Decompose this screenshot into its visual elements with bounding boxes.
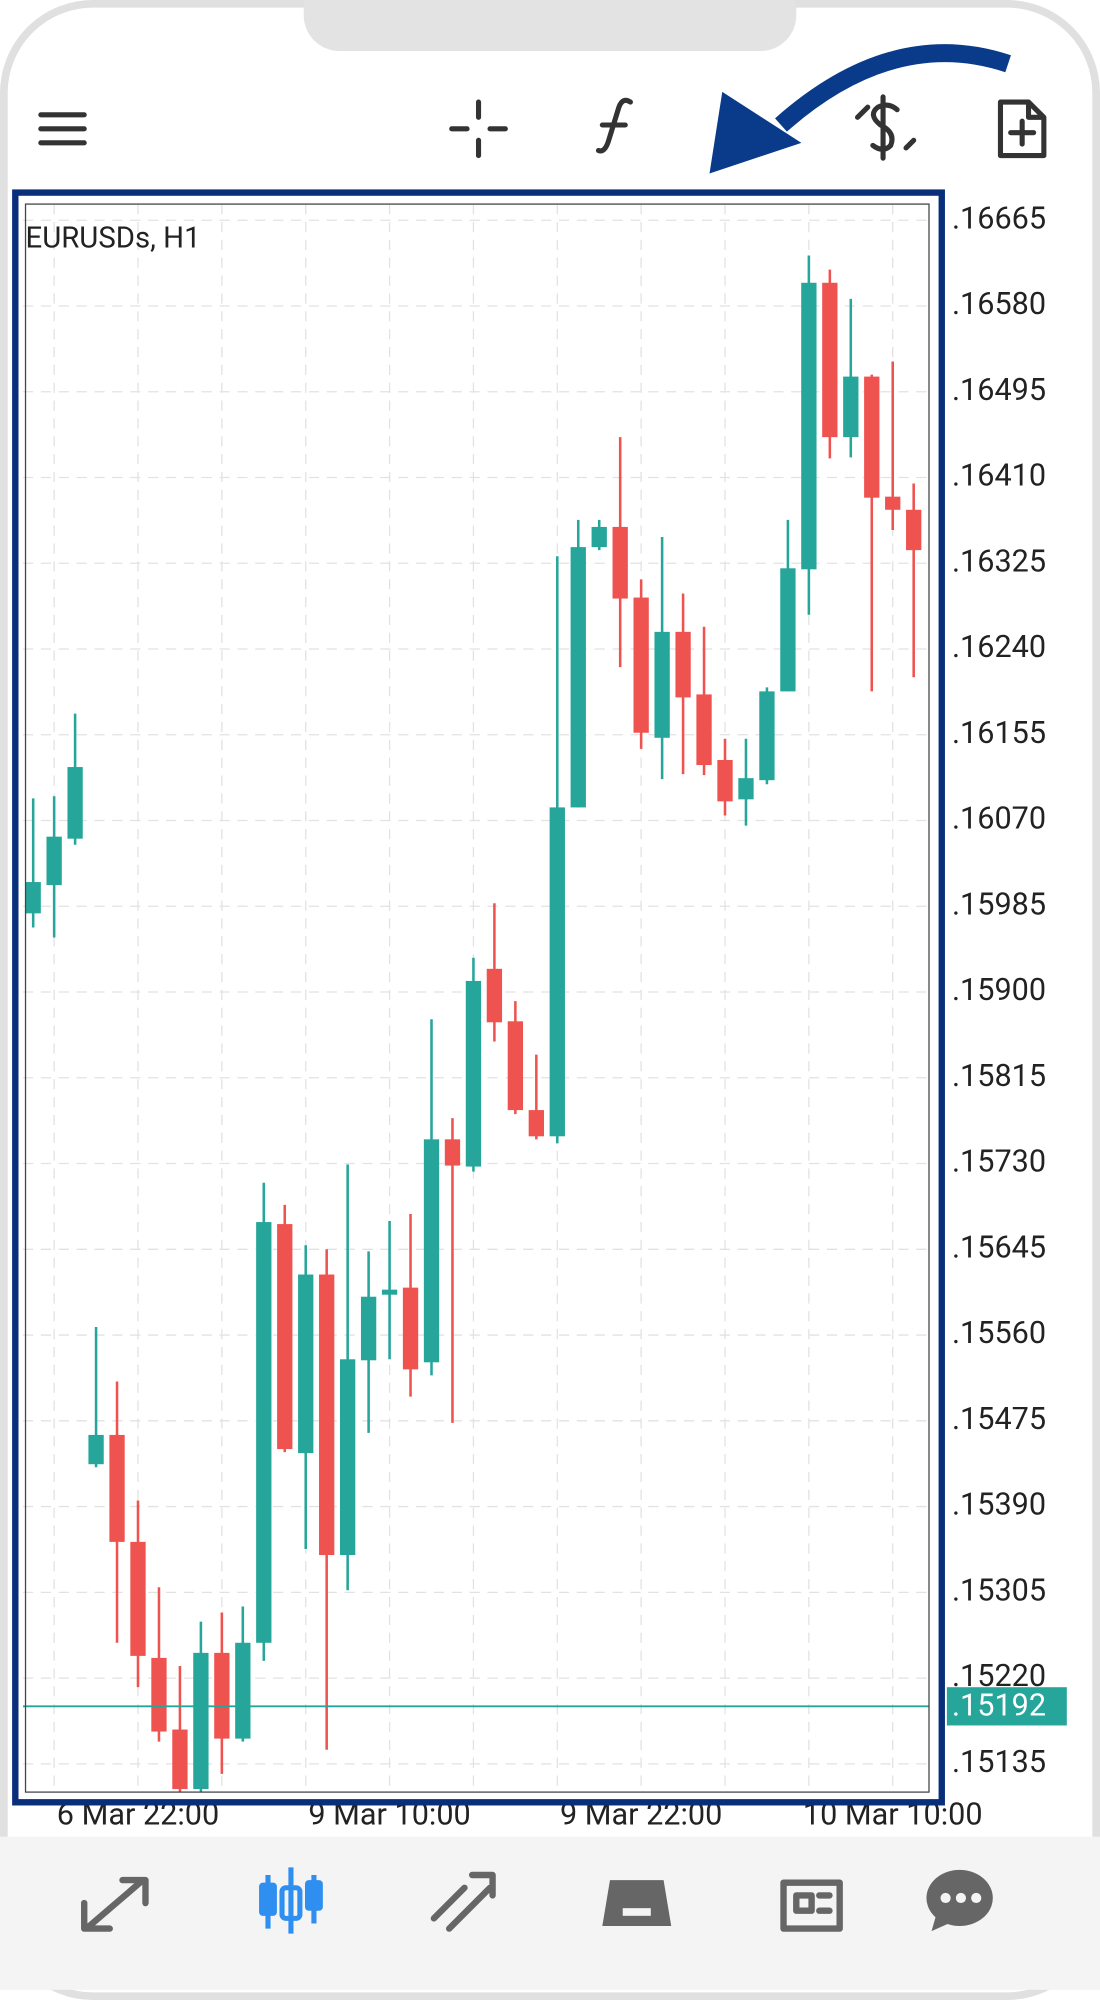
candle-body [612, 526, 628, 599]
highlight-frame [12, 189, 945, 1806]
candle-body [759, 691, 775, 781]
candle-body [67, 767, 83, 839]
y-tick-label: .16665 [952, 201, 1046, 236]
candle-body [696, 694, 712, 766]
y-tick-label: .16410 [952, 459, 1046, 494]
notch [303, 0, 797, 52]
candle-body [277, 1224, 293, 1450]
candle-body [885, 496, 901, 510]
candle-body [801, 282, 817, 570]
candle-body [486, 968, 503, 1023]
y-tick-label: .15815 [952, 1059, 1046, 1094]
candle-body [423, 1139, 440, 1363]
y-tick-label: .15135 [952, 1745, 1046, 1780]
candle-body [109, 1434, 125, 1542]
candle-body [319, 1274, 335, 1556]
y-tick-label: .15900 [952, 973, 1046, 1008]
y-tick-label: .15645 [952, 1230, 1046, 1265]
candle-body [444, 1139, 461, 1166]
candle-body [570, 547, 586, 808]
candle-body [633, 597, 649, 733]
nav-trade[interactable] [430, 1871, 496, 1932]
candle-body [235, 1642, 251, 1739]
candle-body [298, 1274, 314, 1454]
nav-quotes[interactable] [81, 1876, 149, 1932]
plot-area [22, 204, 930, 1793]
candle-body [360, 1296, 377, 1361]
candle-body [549, 807, 565, 1137]
candle-body [906, 509, 922, 551]
candle-body [843, 376, 859, 438]
y-tick-label: .16240 [952, 630, 1046, 665]
candle-body [822, 282, 838, 438]
candle-body [151, 1657, 167, 1732]
y-tick-label: .16155 [952, 716, 1046, 751]
candle-body [864, 376, 880, 498]
candle-body [256, 1222, 272, 1643]
indicators-button[interactable] [595, 97, 633, 154]
y-tick-label: .15390 [952, 1488, 1046, 1523]
y-tick-label: .15985 [952, 887, 1046, 922]
toolbar [38, 94, 1047, 161]
candle-body [465, 980, 482, 1167]
candle-body [654, 631, 670, 738]
last-price-label: .15192 [952, 1689, 1046, 1724]
nav-chart[interactable] [259, 1867, 323, 1934]
candle-body [25, 882, 41, 914]
candle-body [172, 1729, 188, 1790]
chart-title: EURUSDs, H1 [26, 222, 201, 256]
bottom-nav [0, 1836, 1100, 1990]
nav-messages[interactable] [926, 1869, 993, 1932]
nav-history[interactable] [602, 1880, 672, 1927]
y-tick-label: .15560 [952, 1316, 1046, 1351]
y-tick-label: .16325 [952, 544, 1046, 579]
annotation-arrow [709, 44, 1011, 174]
new-order-button[interactable] [997, 99, 1047, 159]
candle-body [738, 778, 754, 800]
chart: .16665 .16580 .16495 .16410 .16325 .16240 .161… [22, 201, 1067, 1832]
nav-news[interactable] [780, 1879, 843, 1932]
candle-body [193, 1652, 209, 1790]
plot-border [24, 203, 930, 1793]
candle-body [591, 526, 607, 548]
trade-button[interactable] [854, 94, 917, 161]
y-tick-label: .15475 [952, 1402, 1046, 1437]
candle-body [402, 1287, 419, 1370]
candle-body [780, 568, 796, 692]
candle-body [46, 836, 62, 886]
y-tick-label: .16070 [952, 802, 1046, 837]
candle-body [130, 1541, 146, 1656]
y-tick-label: .15730 [952, 1145, 1046, 1180]
y-tick-label: .16580 [952, 287, 1046, 322]
candle-body [381, 1289, 398, 1295]
last-price-box [946, 1687, 1067, 1726]
candle-body [675, 631, 691, 698]
menu-button[interactable] [38, 112, 87, 146]
candle-body [507, 1021, 524, 1111]
candle-body [88, 1434, 104, 1465]
candle-body [339, 1359, 356, 1556]
candle-body [717, 759, 733, 802]
y-tick-label: .15305 [952, 1573, 1046, 1608]
y-tick-label: .16495 [952, 373, 1046, 408]
crosshair-button[interactable] [449, 99, 508, 159]
candle-body [214, 1652, 230, 1739]
candle-body [528, 1110, 544, 1137]
